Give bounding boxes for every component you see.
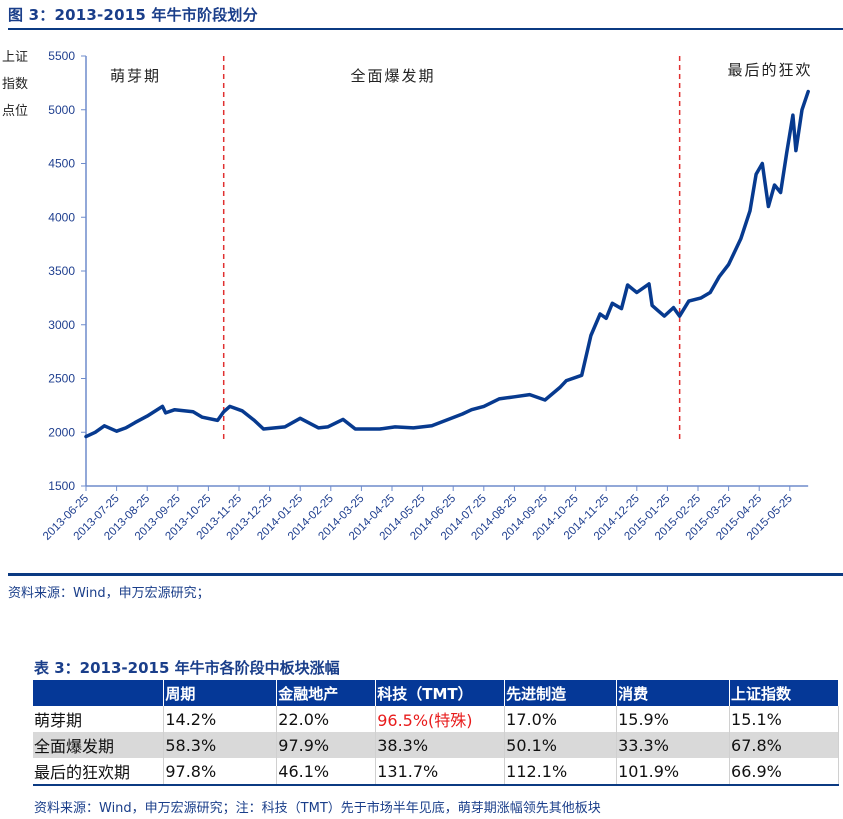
table-row: 最后的狂欢期 97.8% 46.1% 131.7% 112.1% 101.9% …: [33, 758, 839, 786]
figure-bottom-rule: [8, 573, 843, 576]
table-row: 全面爆发期 58.3% 97.9% 38.3% 50.1% 33.3% 67.8…: [33, 732, 839, 758]
value-cell: 14.2%: [163, 706, 278, 732]
header-cell: 先进制造: [504, 680, 618, 706]
sector-gain-table: 周期 金融地产 科技（TMT） 先进制造 消费 上证指数 萌芽期 14.2% 2…: [33, 680, 839, 786]
phase-cell: 最后的狂欢期: [33, 758, 165, 786]
value-cell: 15.9%: [616, 706, 731, 732]
phase-cell: 萌芽期: [33, 706, 165, 732]
y-tick-label: 4000: [48, 210, 75, 224]
y-tick-label: 2000: [48, 425, 75, 439]
value-cell: 66.9%: [729, 758, 839, 786]
value-cell: 22.0%: [276, 706, 377, 732]
y-axis-label: 上证 指数 点位: [2, 44, 28, 125]
value-cell: 101.9%: [616, 758, 731, 786]
y-tick-label: 4500: [48, 157, 75, 171]
phase-label: 最后的狂欢: [727, 61, 812, 79]
y-tick-label: 1500: [48, 479, 75, 493]
header-cell: 周期: [163, 680, 278, 706]
series-line-shanghai-index: [84, 89, 810, 439]
value-cell: 97.8%: [163, 758, 278, 786]
header-cell: 上证指数: [729, 680, 839, 706]
phase-label: 萌芽期: [110, 67, 161, 85]
y-tick-label: 5000: [48, 103, 75, 117]
figure-title-rule: [8, 28, 843, 30]
phase-labels: 萌芽期 全面爆发期 最后的狂欢: [110, 61, 812, 85]
value-cell: 112.1%: [504, 758, 618, 786]
header-cell: 科技（TMT）: [375, 680, 506, 706]
value-cell: 17.0%: [504, 706, 618, 732]
header-cell: 消费: [616, 680, 731, 706]
figure-source: 资料来源：Wind，申万宏源研究；: [8, 586, 210, 601]
table-source: 资料来源：Wind，申万宏源研究；注：科技（TMT）先于市场半年见底，萌芽期涨幅…: [34, 801, 601, 816]
value-cell: 131.7%: [375, 758, 506, 786]
figure-title: 图 3：2013-2015 年牛市阶段划分: [8, 6, 258, 24]
phase-cell: 全面爆发期: [33, 732, 165, 758]
y-tick-label: 5500: [48, 49, 75, 63]
value-cell: 33.3%: [616, 732, 731, 758]
value-cell: 46.1%: [276, 758, 377, 786]
y-tick-label: 3000: [48, 318, 75, 332]
phase-dividers: [222, 56, 681, 443]
value-cell: 58.3%: [163, 732, 278, 758]
table-title: 表 3：2013-2015 年牛市各阶段中板块涨幅: [34, 659, 340, 677]
y-axis-label-line: 指数: [2, 77, 29, 92]
y-axis-label-line: 上证: [2, 50, 29, 65]
value-cell: 67.8%: [729, 732, 839, 758]
phase-label: 全面爆发期: [350, 67, 435, 85]
table-header-row: 周期 金融地产 科技（TMT） 先进制造 消费 上证指数: [33, 680, 839, 706]
y-axis-label-line: 点位: [2, 104, 29, 119]
value-cell: 97.9%: [276, 732, 377, 758]
value-cell: 50.1%: [504, 732, 618, 758]
value-cell: 38.3%: [375, 732, 506, 758]
y-tick-label: 3500: [48, 264, 75, 278]
series-group: [84, 89, 810, 439]
value-cell-highlight: 96.5%(特殊): [375, 706, 506, 732]
chart-axes: 1500200025003000350040004500500055002013…: [41, 49, 809, 543]
value-cell: 15.1%: [729, 706, 839, 732]
header-cell: 金融地产: [276, 680, 377, 706]
line-chart: 1500200025003000350040004500500055002013…: [41, 49, 812, 543]
y-tick-label: 2500: [48, 372, 75, 386]
table-row: 萌芽期 14.2% 22.0% 96.5%(特殊) 17.0% 15.9% 15…: [33, 706, 839, 732]
header-cell: [33, 680, 165, 706]
